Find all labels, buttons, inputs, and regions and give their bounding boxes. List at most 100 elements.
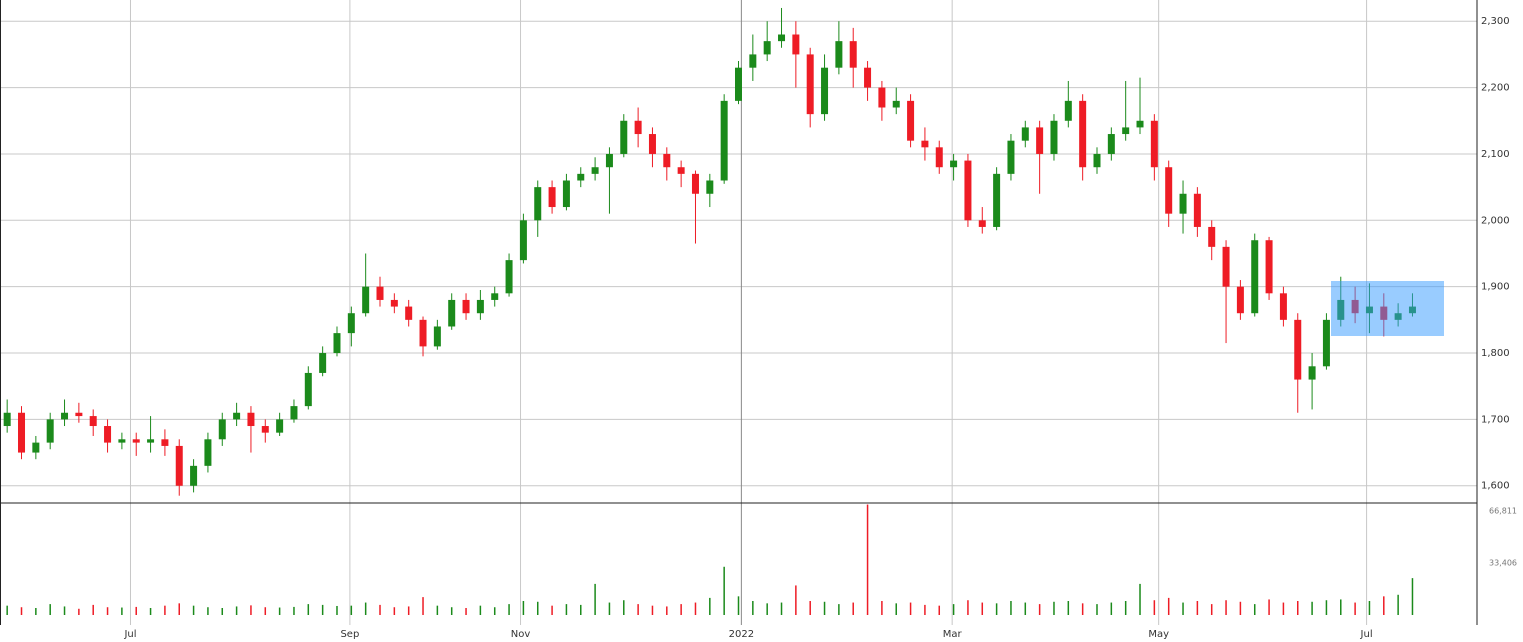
candle-body (892, 100, 900, 108)
candle (462, 293, 470, 320)
candle-body (261, 426, 269, 433)
candle-body (147, 439, 155, 443)
volume-bar (1297, 601, 1299, 615)
volume-bar (952, 604, 955, 615)
candle (763, 21, 771, 62)
candle-body (778, 34, 786, 42)
candle-body (577, 173, 585, 181)
volume-bar (1024, 602, 1027, 615)
volume-bar (1383, 596, 1385, 615)
candle-body (1265, 240, 1273, 294)
candle-body (1222, 246, 1230, 287)
candle-body (132, 439, 140, 443)
volume-bar (35, 608, 37, 615)
candle-body (534, 187, 542, 221)
volume-bar (63, 606, 66, 615)
volume-bar (1053, 601, 1055, 615)
candle-body (620, 120, 628, 154)
candle-body (993, 173, 1001, 227)
candle-body (735, 67, 742, 101)
candle (720, 94, 728, 184)
candle (792, 21, 800, 88)
volume-bar (752, 601, 754, 615)
candle-body (448, 299, 456, 327)
candle-body (806, 54, 814, 115)
candle-body (233, 412, 241, 420)
candle-body (878, 87, 886, 108)
candle (1279, 286, 1287, 327)
candle (46, 412, 54, 450)
candle-body (433, 326, 441, 347)
volume-bar (666, 606, 668, 615)
candle-body (548, 187, 556, 208)
candle-body (1308, 366, 1316, 380)
candle (835, 21, 843, 75)
candle (1179, 180, 1187, 234)
volume-bar (866, 504, 869, 615)
candle-body (1294, 319, 1302, 380)
volume-bar (1368, 601, 1371, 615)
volume-bar (809, 601, 811, 615)
volume-bar (967, 600, 969, 615)
candle (548, 180, 556, 214)
candle (1208, 220, 1216, 261)
candle-body (75, 412, 83, 417)
volume-bar (1253, 604, 1256, 615)
volume-bar (221, 608, 224, 615)
candle (175, 439, 183, 496)
volume-bar (608, 602, 611, 615)
candle (849, 27, 857, 88)
volume-bar (881, 601, 883, 615)
candle (276, 412, 284, 436)
volume-bar (909, 602, 912, 615)
candle-body (849, 41, 857, 68)
candle-body (907, 100, 915, 141)
volume-bar (422, 597, 424, 615)
candle (691, 170, 699, 244)
candle (233, 402, 241, 427)
candle (677, 160, 685, 188)
candle-body (390, 299, 398, 307)
volume-bar (795, 585, 797, 615)
candle (190, 459, 198, 493)
volume-bar (121, 607, 123, 615)
candle (32, 435, 40, 460)
candle-body (591, 167, 599, 174)
volume-bar (536, 601, 539, 615)
candle-body (104, 426, 112, 443)
volume-bar (1411, 578, 1414, 615)
candle-body (1322, 319, 1330, 367)
candle-body (161, 439, 169, 446)
candle-body (1208, 226, 1216, 247)
candle (534, 180, 542, 237)
volume-bar (479, 605, 482, 615)
y-tick-label: 1,700 (1481, 414, 1510, 425)
volume-bar (250, 605, 252, 615)
volume-bar (178, 603, 180, 615)
volume-bar (1110, 602, 1113, 615)
volume-bar (565, 604, 568, 615)
volume-bar (623, 600, 625, 615)
x-tick-label: May (1148, 629, 1169, 640)
x-tick-label: Jul (123, 629, 136, 640)
volume-bar (780, 602, 783, 615)
y-tick-label: 2,100 (1481, 149, 1510, 160)
candle (247, 406, 255, 453)
candle (864, 61, 872, 101)
volume-bar (838, 604, 840, 615)
candle (476, 289, 484, 320)
candle (376, 276, 384, 307)
candle-body (204, 439, 212, 466)
candle (390, 293, 398, 314)
x-tick-label: Sep (340, 629, 359, 640)
volume-bar (1081, 603, 1084, 615)
volume-bar (1239, 601, 1242, 615)
volume-bar (350, 605, 353, 615)
candle (161, 429, 169, 456)
volume-bar (1225, 600, 1227, 615)
candle-body (1036, 127, 1044, 154)
candle-body (562, 180, 570, 208)
candle-body (1064, 100, 1072, 121)
candle (104, 419, 112, 453)
x-tick-label: 2022 (729, 629, 754, 640)
